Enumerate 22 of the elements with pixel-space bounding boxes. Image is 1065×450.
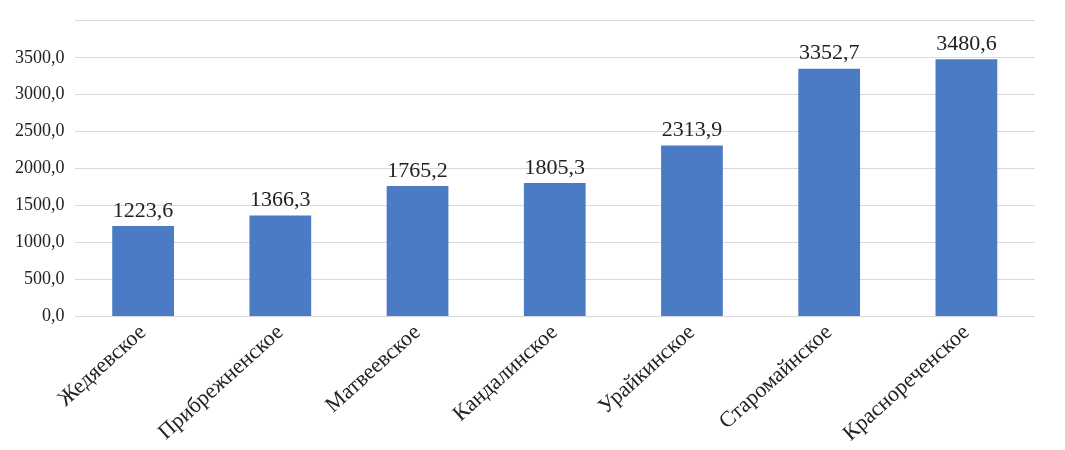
data-label: 3352,7 [798, 39, 860, 65]
data-label: 2313,9 [661, 116, 723, 142]
data-label: 1223,6 [112, 196, 174, 222]
bar [935, 59, 998, 317]
y-tick-label: 3000,0 [15, 83, 65, 104]
bar [798, 68, 861, 317]
bar [112, 226, 174, 317]
y-tick-label: 3500,0 [15, 46, 65, 67]
bar [249, 215, 312, 317]
y-tick-label: 1000,0 [15, 231, 65, 252]
data-label: 1805,3 [524, 153, 585, 179]
data-label: 1366,3 [250, 186, 311, 212]
bar [523, 183, 586, 317]
y-tick-label: 500,0 [24, 268, 65, 289]
data-label: 3480,6 [936, 29, 997, 55]
bar [386, 186, 449, 317]
y-tick-label: 2000,0 [15, 157, 65, 178]
bar [661, 145, 723, 317]
y-tick-label: 0,0 [42, 305, 65, 326]
y-tick-label: 1500,0 [15, 194, 65, 215]
data-label: 1765,2 [387, 156, 448, 182]
y-tick-label: 2500,0 [15, 120, 65, 141]
